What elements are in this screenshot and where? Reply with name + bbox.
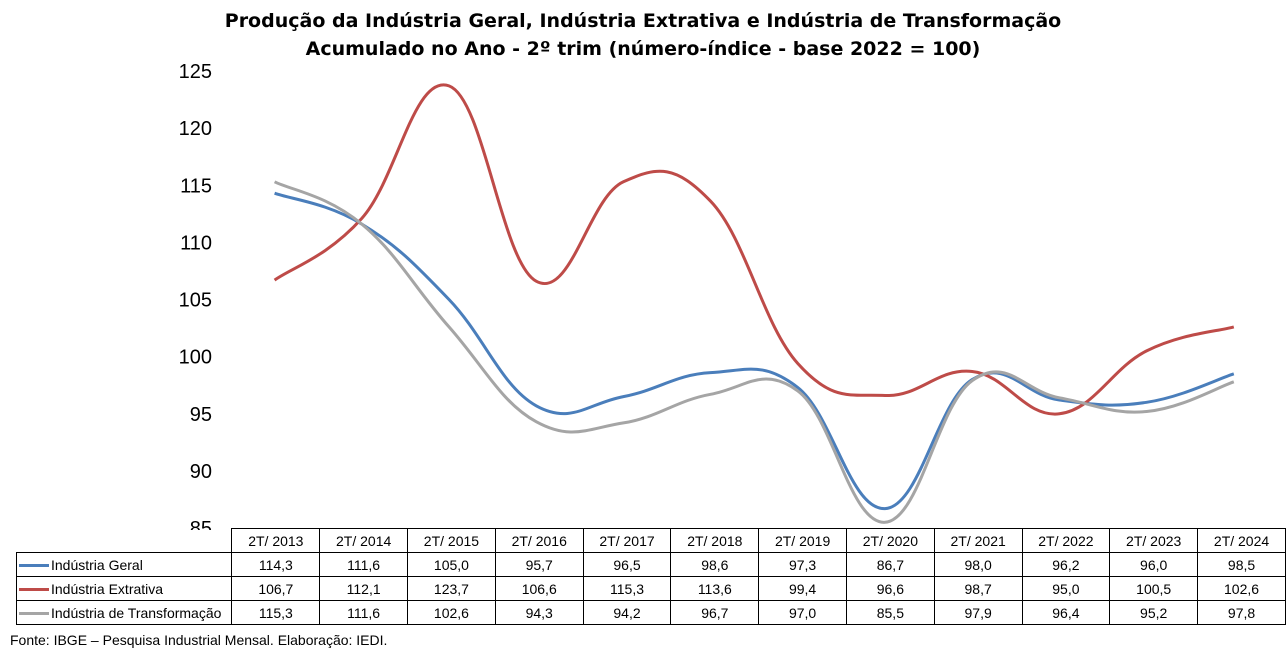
data-label: 96,4 <box>1021 600 1111 625</box>
x-tick-label: 2T/ 2022 <box>1021 528 1111 553</box>
y-tick-label: 100 <box>179 347 212 369</box>
data-label: 98,6 <box>670 552 760 577</box>
table-row: Indústria de Transformação 115,3 111,6 102,… <box>15 600 1286 625</box>
y-tick-label: 105 <box>179 290 212 312</box>
y-tick-label: 95 <box>190 404 212 426</box>
series-name: Indústria de Transformação <box>51 604 222 621</box>
legend-entry: Indústria de Transformação <box>15 600 233 625</box>
data-label: 123,7 <box>407 576 496 601</box>
y-tick-label: 85 <box>190 518 212 530</box>
data-label: 98,7 <box>933 576 1023 601</box>
data-table: 2T/ 2013 2T/ 2014 2T/ 2015 2T/ 2016 2T/ 2017… <box>15 528 1286 625</box>
legend-entry: Indústria Extrativa <box>15 576 233 601</box>
series-name: Indústria Extrativa <box>51 580 164 597</box>
x-tick-label: 2T/ 2016 <box>494 528 584 553</box>
data-label: 95,7 <box>494 552 584 577</box>
x-tick-label: 2T/ 2023 <box>1109 528 1199 553</box>
data-label: 96,0 <box>1109 552 1199 577</box>
x-tick-label: 2T/ 2017 <box>582 528 672 553</box>
x-tick-label: 2T/ 2020 <box>845 528 935 553</box>
data-label: 94,3 <box>494 600 584 625</box>
x-tick-label: 2T/ 2021 <box>933 528 1023 553</box>
data-label: 96,6 <box>845 576 935 601</box>
x-tick-label: 2T/ 2018 <box>670 528 760 553</box>
legend-key <box>19 612 49 616</box>
table-corner <box>17 529 232 553</box>
y-tick-label: 110 <box>180 232 212 254</box>
chart-title-line2: Acumulado no Ano - 2º trim (número-índic… <box>305 38 981 60</box>
x-tick-label: 2T/ 2019 <box>758 528 847 553</box>
data-label: 95,0 <box>1021 576 1111 601</box>
series-name: Indústria Geral <box>51 556 143 573</box>
data-label: 102,6 <box>407 600 496 625</box>
series-line-0 <box>274 191 1235 511</box>
data-label: 95,2 <box>1109 600 1199 625</box>
table-header-row: 2T/ 2013 2T/ 2014 2T/ 2015 2T/ 2016 2T/ 2017… <box>17 528 1286 553</box>
x-tick-label: 2T/ 2024 <box>1197 528 1286 553</box>
table-row: Indústria Extrativa 106,7 112,1 123,7 106,6 1… <box>15 576 1286 601</box>
y-axis: 85 90 95 100 105 110 115 120 125 <box>179 61 212 530</box>
y-tick-label: 125 <box>179 61 212 83</box>
data-label: 106,6 <box>494 576 584 601</box>
x-tick-label: 2T/ 2014 <box>319 528 409 553</box>
chart-title-line1: Produção da Indústria Geral, Indústria E… <box>224 10 1062 32</box>
data-label: 97,0 <box>758 600 847 625</box>
data-label: 96,5 <box>582 552 672 577</box>
legend-key <box>19 564 49 568</box>
data-label: 97,3 <box>758 552 847 577</box>
table-row: Indústria Geral 114,3 111,6 105,0 95,7 96,5 98… <box>15 552 1286 577</box>
data-label: 114,3 <box>231 552 321 577</box>
x-tick-label: 2T/ 2013 <box>231 528 321 553</box>
series-lines <box>273 83 1235 524</box>
y-tick-label: 90 <box>190 461 212 483</box>
data-label: 111,6 <box>319 600 409 625</box>
data-label: 97,8 <box>1197 600 1286 625</box>
source-note: Fonte: IBGE – Pesquisa Industrial Mensal… <box>10 632 388 648</box>
data-label: 98,5 <box>1197 552 1286 577</box>
data-label: 96,7 <box>670 600 760 625</box>
data-label: 111,6 <box>319 552 409 577</box>
data-label: 98,0 <box>933 552 1023 577</box>
data-label: 102,6 <box>1197 576 1286 601</box>
data-label: 96,2 <box>1021 552 1111 577</box>
series-line-1 <box>273 83 1235 416</box>
data-label: 105,0 <box>407 552 496 577</box>
data-label: 85,5 <box>845 600 935 625</box>
line-chart: 85 90 95 100 105 110 115 120 125 <box>179 61 1235 530</box>
data-label: 106,7 <box>231 576 321 601</box>
legend-key <box>19 588 49 592</box>
y-tick-label: 115 <box>180 175 212 197</box>
data-label: 112,1 <box>319 576 409 601</box>
legend-entry: Indústria Geral <box>15 552 233 577</box>
data-label: 97,9 <box>933 600 1023 625</box>
data-label: 113,6 <box>670 576 760 601</box>
data-label: 115,3 <box>582 576 672 601</box>
series-line-2 <box>273 180 1235 524</box>
data-label: 86,7 <box>845 552 935 577</box>
data-label: 99,4 <box>758 576 847 601</box>
data-label: 94,2 <box>582 600 672 625</box>
y-tick-label: 120 <box>179 118 212 140</box>
data-label: 115,3 <box>231 600 321 625</box>
data-label: 100,5 <box>1109 576 1199 601</box>
x-tick-label: 2T/ 2015 <box>407 528 496 553</box>
